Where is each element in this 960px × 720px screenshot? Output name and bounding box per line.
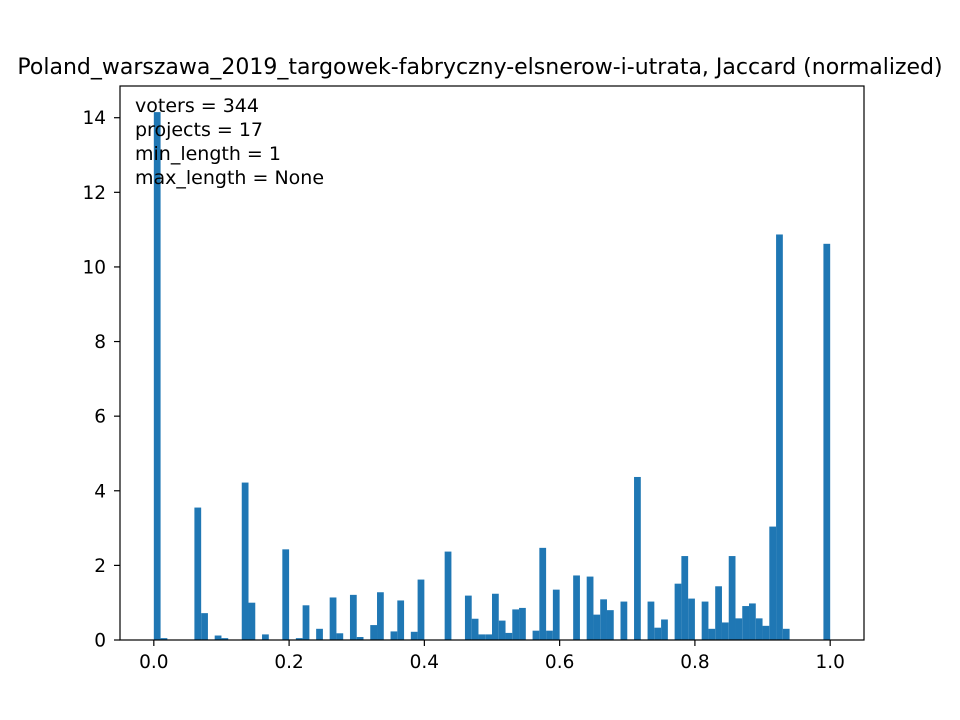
histogram-bar <box>539 547 547 640</box>
histogram-bar <box>620 601 628 640</box>
histogram-bar <box>201 613 208 640</box>
histogram-bar <box>221 638 229 640</box>
histogram-bar <box>241 482 249 640</box>
x-tick-label: 0.4 <box>410 652 439 673</box>
histogram-bar <box>194 507 202 640</box>
histogram-bar <box>573 575 580 640</box>
histogram-bar <box>377 592 384 640</box>
histogram-bar <box>681 556 689 640</box>
histogram-bar <box>316 628 323 640</box>
histogram-bar <box>661 619 668 640</box>
histogram-bar <box>153 112 161 640</box>
y-tick-label: 0 <box>94 631 106 652</box>
histogram-bar <box>769 526 777 640</box>
y-tick-label: 6 <box>94 407 106 428</box>
histogram-bar <box>593 614 601 640</box>
histogram-bar <box>728 556 736 640</box>
histogram-bar <box>532 630 540 640</box>
histogram-bar <box>417 579 425 640</box>
histogram-bar <box>586 576 594 640</box>
histogram-bar <box>505 632 513 640</box>
histogram-bar <box>546 630 553 640</box>
histogram-bar <box>606 610 614 640</box>
histogram-bar <box>248 602 256 640</box>
histogram-bar <box>471 618 479 640</box>
histogram-bar <box>776 234 783 640</box>
histogram-bar <box>464 595 472 640</box>
histogram-bar <box>647 601 655 640</box>
histogram-bar <box>823 243 831 640</box>
histogram-bar <box>742 606 750 640</box>
histogram-bar <box>478 634 486 640</box>
histogram-bar <box>262 634 269 640</box>
x-tick-label: 0.2 <box>274 652 303 673</box>
histogram-bar <box>749 603 756 640</box>
histogram-bar <box>356 637 364 640</box>
annotation-box: voters = 344 projects = 17 min_length = … <box>135 95 324 189</box>
y-tick-label: 14 <box>82 108 106 129</box>
annotation-min-length: min_length = 1 <box>135 143 281 165</box>
y-tick-label: 2 <box>94 556 106 577</box>
histogram-bar <box>688 598 695 640</box>
histogram-bar <box>485 634 492 640</box>
x-tick-label: 0.0 <box>139 652 168 673</box>
y-tick-label: 10 <box>82 257 106 278</box>
histogram-bar <box>498 620 506 640</box>
histogram-bar <box>735 618 743 640</box>
annotation-projects: projects = 17 <box>135 119 263 141</box>
histogram-bar <box>512 609 520 640</box>
histogram-bar <box>762 625 770 640</box>
histogram-bar <box>336 633 344 640</box>
x-tick-label: 1.0 <box>815 652 844 673</box>
histogram-bar <box>634 476 641 640</box>
y-tick-label: 8 <box>94 332 106 353</box>
histogram-bar <box>519 607 526 640</box>
histogram-bar <box>708 628 716 640</box>
histogram-bar <box>721 622 729 640</box>
histogram-bar <box>302 605 310 640</box>
histogram-bar <box>492 593 499 640</box>
histogram-bar <box>282 549 290 640</box>
histogram-bar <box>390 631 398 640</box>
histogram-bar <box>214 635 222 640</box>
x-axis: 0.0 0.2 0.4 0.6 0.8 1.0 <box>139 640 845 673</box>
histogram-bar <box>160 638 168 640</box>
histogram-bar <box>410 631 418 640</box>
histogram-bar <box>755 618 763 640</box>
histogram-bar <box>349 594 357 640</box>
y-tick-label: 4 <box>94 481 106 502</box>
y-axis: 0 2 4 6 8 10 12 14 <box>82 108 120 652</box>
histogram-bar <box>552 589 560 640</box>
chart-title: Poland_warszawa_2019_targowek-fabryczny-… <box>17 55 942 80</box>
annotation-max-length: max_length = None <box>135 167 324 189</box>
histogram-bar <box>782 628 790 640</box>
plot-frame <box>119 85 865 641</box>
x-tick-label: 0.6 <box>545 652 574 673</box>
histogram-bar <box>444 551 452 640</box>
histogram-bar <box>329 597 337 640</box>
x-tick-label: 0.8 <box>680 652 709 673</box>
annotation-voters: voters = 344 <box>135 95 259 117</box>
histogram-bar <box>674 583 682 640</box>
histogram-bar <box>701 601 709 640</box>
y-tick-label: 12 <box>82 183 106 204</box>
bars-group <box>153 112 831 640</box>
histogram-bar <box>715 586 722 640</box>
histogram-bar <box>397 600 405 640</box>
histogram-bar <box>600 599 607 640</box>
histogram-bar <box>654 627 662 640</box>
histogram-bar <box>295 638 303 640</box>
histogram-bar <box>370 625 378 640</box>
